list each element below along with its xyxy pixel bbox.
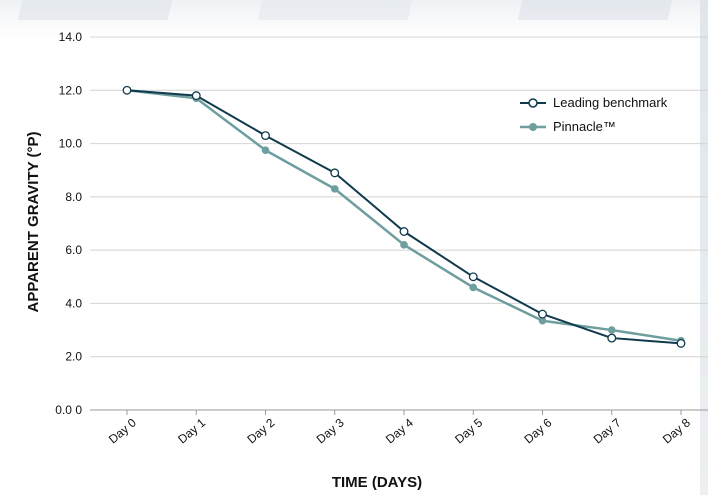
x-tick-label: Day 3 xyxy=(314,415,347,446)
y-tick-label: 8.0 xyxy=(65,190,82,204)
x-tick-label: Day 2 xyxy=(244,415,277,446)
y-tick-label: 12.0 xyxy=(59,83,83,97)
data-point-leading-benchmark xyxy=(538,309,547,319)
data-point-leading-benchmark xyxy=(122,85,132,95)
x-tick-label: Day 7 xyxy=(591,415,624,446)
y-tick-label: 4.0 xyxy=(65,296,82,310)
data-point-leading-benchmark xyxy=(399,227,409,236)
data-point-leading-benchmark xyxy=(261,131,270,141)
y-tick-label: 2.0 xyxy=(65,350,82,364)
y-tick-label: 10.0 xyxy=(59,137,83,151)
data-point-pinnacle xyxy=(607,326,616,334)
y-tick-labels: 0.0 0 2.0 4.0 6.0 8.0 10.0 12.0 14.0 xyxy=(55,30,82,417)
y-tick-label: 14.0 xyxy=(59,30,83,44)
page-edge xyxy=(700,0,708,495)
legend-label-leading-benchmark: Leading benchmark xyxy=(553,95,668,110)
y-tick-label: 6.0 xyxy=(65,243,82,257)
x-tick-label: Day 1 xyxy=(175,415,208,446)
x-axis-title: TIME (DAYS) xyxy=(332,474,422,491)
data-point-leading-benchmark xyxy=(468,272,478,282)
legend-marker-leading-benchmark xyxy=(528,98,538,108)
data-point-pinnacle xyxy=(469,283,478,292)
data-point-leading-benchmark xyxy=(330,168,340,178)
x-tick-label: Day 5 xyxy=(452,415,485,446)
gridlines xyxy=(90,36,708,411)
data-point-leading-benchmark xyxy=(676,338,686,348)
legend-label-pinnacle: Pinnacle™ xyxy=(553,119,616,134)
x-tick-label: Day 4 xyxy=(383,415,416,446)
data-point-pinnacle xyxy=(261,146,270,155)
y-axis-title: APPARENT GRAVITY (°P) xyxy=(25,131,42,312)
legend-marker-pinnacle xyxy=(529,123,537,131)
x-tick-label: Day 6 xyxy=(521,415,554,446)
data-point-leading-benchmark xyxy=(607,333,617,343)
data-point-pinnacle xyxy=(400,241,408,249)
y-tick-label: 0.0 0 xyxy=(55,403,82,417)
x-tick-label: Day 0 xyxy=(106,415,139,446)
series-lines xyxy=(122,85,686,348)
x-tick-labels: Day 0 Day 1 Day 2 Day 3 Day 4 Day 5 Day 6 Day 7… xyxy=(106,410,693,446)
legend: Leading benchmark Pinnacle™ xyxy=(520,95,668,134)
x-tick-label: Day 8 xyxy=(660,415,693,446)
data-point-pinnacle xyxy=(330,185,339,193)
data-point-leading-benchmark xyxy=(191,91,201,101)
